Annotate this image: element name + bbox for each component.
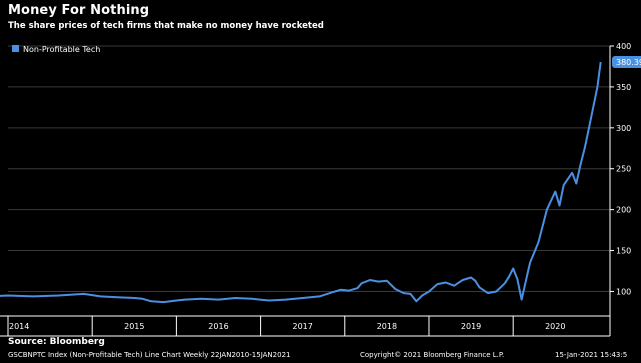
last-value-label: 380.39 — [616, 58, 641, 67]
series-line-non-profitable-tech — [0, 61, 602, 304]
legend-swatch — [12, 45, 19, 52]
source-label: Source: Bloomberg — [8, 337, 105, 347]
footer-copyright: Copyright© 2021 Bloomberg Finance L.P. — [360, 351, 505, 359]
footer-index-description: GSCBNPTC Index (Non-Profitable Tech) Lin… — [8, 351, 291, 359]
x-tick-label-2019: 2019 — [461, 322, 481, 331]
legend: Non-Profitable Tech — [12, 45, 100, 54]
x-axis: 2014 2015 2016 2017 2018 2019 2020 — [0, 315, 610, 337]
x-tick-label-2014: 2014 — [9, 322, 29, 331]
y-axis: 100 150 200 250 300 350 400 — [609, 42, 631, 336]
x-tick-label-2017: 2017 — [293, 322, 313, 331]
y-tick-label-250: 250 — [616, 165, 631, 174]
x-tick-label-2015: 2015 — [124, 322, 144, 331]
last-value-badge: 380.39 — [612, 56, 641, 69]
y-tick-label-350: 350 — [616, 83, 631, 92]
x-tick-label-2020: 2020 — [545, 322, 565, 331]
x-tick-label-2018: 2018 — [377, 322, 397, 331]
y-tick-label-100: 100 — [616, 287, 631, 296]
footer-timestamp: 15-Jan-2021 15:43:5 — [555, 351, 628, 359]
y-tick-label-400: 400 — [616, 42, 631, 51]
legend-label-non-profitable-tech: Non-Profitable Tech — [23, 45, 100, 54]
y-tick-label-200: 200 — [616, 206, 631, 215]
series-group — [0, 61, 602, 304]
y-tick-label-150: 150 — [616, 247, 631, 256]
chart-title: Money For Nothing — [8, 3, 150, 18]
x-tick-label-2016: 2016 — [208, 322, 228, 331]
chart-subtitle: The share prices of tech firms that make… — [8, 21, 324, 31]
last-value-box — [612, 56, 641, 69]
grid-lines — [8, 45, 610, 292]
y-tick-label-300: 300 — [616, 124, 631, 133]
